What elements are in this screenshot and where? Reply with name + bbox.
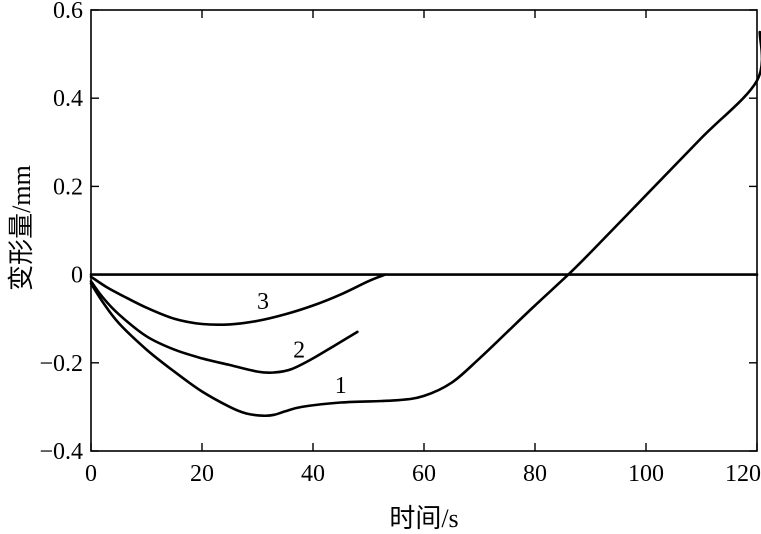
x-axis-title: 时间/s xyxy=(389,504,458,533)
series-1-line xyxy=(89,30,761,418)
x-tick-label: 0 xyxy=(85,461,97,487)
x-axis-ticks: 0 20 40 60 80 100 120 xyxy=(85,10,761,487)
y-tick-label: 0.2 xyxy=(53,174,83,200)
series-group: 1 23 xyxy=(89,30,761,418)
y-tick-label: −0.2 xyxy=(39,351,83,377)
series-2-label: 2 xyxy=(293,338,305,364)
y-tick-label: 0.6 xyxy=(53,0,83,24)
series-3-line xyxy=(89,273,387,327)
y-tick-label: 0.4 xyxy=(53,86,83,112)
x-tick-label: 40 xyxy=(301,461,325,487)
series-3-label: 3 xyxy=(257,289,269,315)
x-tick-label: 80 xyxy=(523,461,547,487)
y-axis-ticks: 0.6 0.4 0.2 0 −0.2 −0.4 xyxy=(39,0,757,465)
series-1-label: 1 xyxy=(335,373,347,399)
y-tick-label: −0.4 xyxy=(39,439,83,465)
x-tick-label: 20 xyxy=(190,461,214,487)
x-tick-label: 100 xyxy=(628,461,664,487)
x-tick-label: 120 xyxy=(725,461,761,487)
series-2-line xyxy=(89,279,359,375)
x-tick-label: 60 xyxy=(412,461,436,487)
y-axis-title: 变形量/mm xyxy=(7,165,36,291)
y-tick-label: 0 xyxy=(71,263,83,289)
